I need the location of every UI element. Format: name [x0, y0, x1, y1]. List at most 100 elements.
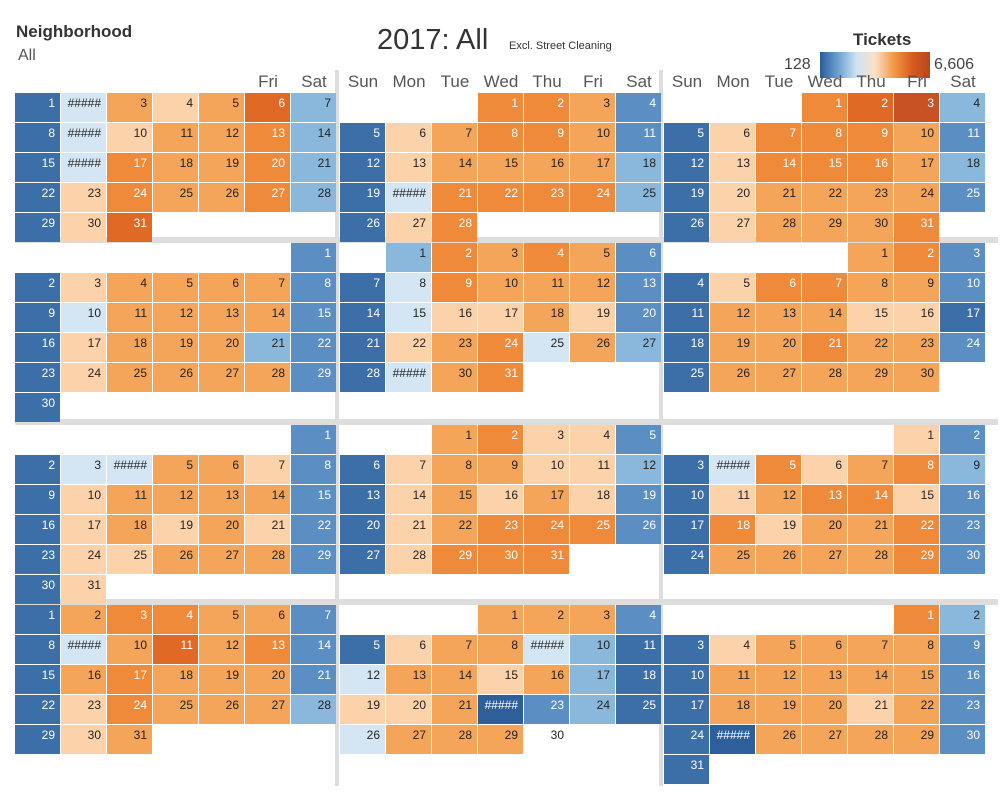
day-cell[interactable]: 11	[107, 303, 152, 332]
day-cell[interactable]: 11	[153, 123, 198, 152]
day-cell[interactable]: 13	[340, 485, 385, 514]
day-cell[interactable]: 23	[894, 333, 939, 362]
day-cell[interactable]: 20	[802, 695, 847, 724]
day-cell[interactable]: #####	[710, 725, 755, 754]
day-cell[interactable]: 29	[894, 545, 939, 574]
day-cell[interactable]: 14	[340, 303, 385, 332]
day-cell[interactable]: 6	[245, 93, 290, 122]
day-cell[interactable]: 10	[664, 485, 709, 514]
day-cell[interactable]: 19	[664, 183, 709, 212]
day-cell[interactable]: 20	[710, 183, 755, 212]
day-cell[interactable]: 12	[616, 455, 661, 484]
day-cell[interactable]: 12	[340, 153, 385, 182]
day-cell[interactable]: 8	[848, 273, 893, 302]
day-cell[interactable]: 7	[340, 273, 385, 302]
day-cell[interactable]: 7	[245, 455, 290, 484]
day-cell[interactable]: 30	[61, 725, 106, 754]
day-cell[interactable]: 6	[710, 123, 755, 152]
day-cell[interactable]: 27	[802, 545, 847, 574]
day-cell[interactable]: 22	[291, 333, 336, 362]
day-cell[interactable]: 14	[386, 485, 431, 514]
day-cell[interactable]: 28	[386, 545, 431, 574]
day-cell[interactable]: 24	[61, 363, 106, 392]
day-cell[interactable]: 22	[291, 515, 336, 544]
day-cell[interactable]: 14	[802, 303, 847, 332]
day-cell[interactable]: 26	[570, 333, 615, 362]
day-cell[interactable]: 29	[478, 725, 523, 754]
day-cell[interactable]: 11	[616, 635, 661, 664]
day-cell[interactable]: 14	[291, 635, 336, 664]
day-cell[interactable]: 13	[756, 303, 801, 332]
day-cell[interactable]: 2	[478, 425, 523, 454]
day-cell[interactable]: 10	[664, 665, 709, 694]
day-cell[interactable]: 19	[340, 183, 385, 212]
day-cell[interactable]: 2	[524, 93, 569, 122]
day-cell[interactable]: 28	[756, 213, 801, 242]
day-cell[interactable]: 7	[848, 635, 893, 664]
day-cell[interactable]: 14	[756, 153, 801, 182]
day-cell[interactable]: 24	[664, 545, 709, 574]
day-cell[interactable]: 16	[940, 485, 985, 514]
day-cell[interactable]: 20	[199, 333, 244, 362]
day-cell[interactable]: 23	[61, 695, 106, 724]
day-cell[interactable]: 25	[570, 515, 615, 544]
day-cell[interactable]: 6	[199, 273, 244, 302]
day-cell[interactable]: 16	[432, 303, 477, 332]
day-cell[interactable]: 20	[199, 515, 244, 544]
day-cell[interactable]: 22	[386, 333, 431, 362]
day-cell[interactable]: 1	[848, 243, 893, 272]
day-cell[interactable]: 25	[616, 183, 661, 212]
day-cell[interactable]: 5	[710, 273, 755, 302]
day-cell[interactable]: 26	[199, 695, 244, 724]
day-cell[interactable]: 28	[291, 695, 336, 724]
day-cell[interactable]: 22	[848, 333, 893, 362]
day-cell[interactable]: 31	[61, 575, 106, 604]
day-cell[interactable]: 14	[432, 665, 477, 694]
day-cell[interactable]: 30	[61, 213, 106, 242]
day-cell[interactable]: 25	[524, 333, 569, 362]
day-cell[interactable]: 3	[61, 455, 106, 484]
day-cell[interactable]: 27	[245, 183, 290, 212]
day-cell[interactable]: 20	[245, 665, 290, 694]
day-cell[interactable]: 2	[524, 605, 569, 634]
day-cell[interactable]: 4	[940, 93, 985, 122]
day-cell[interactable]: 18	[710, 695, 755, 724]
day-cell[interactable]: 1	[386, 243, 431, 272]
day-cell[interactable]: 15	[386, 303, 431, 332]
day-cell[interactable]: #####	[386, 183, 431, 212]
day-cell[interactable]: 1	[15, 605, 60, 634]
day-cell[interactable]: 24	[524, 515, 569, 544]
day-cell[interactable]: 19	[153, 333, 198, 362]
day-cell[interactable]: 11	[524, 273, 569, 302]
day-cell[interactable]: 2	[848, 93, 893, 122]
day-cell[interactable]: 9	[432, 273, 477, 302]
day-cell[interactable]: 24	[570, 183, 615, 212]
day-cell[interactable]: 21	[291, 153, 336, 182]
day-cell[interactable]: 2	[940, 605, 985, 634]
day-cell[interactable]: 9	[15, 485, 60, 514]
day-cell[interactable]: 31	[894, 213, 939, 242]
day-cell[interactable]: 22	[15, 695, 60, 724]
day-cell[interactable]: 27	[802, 725, 847, 754]
day-cell[interactable]: 20	[386, 695, 431, 724]
day-cell[interactable]: 25	[710, 545, 755, 574]
day-cell[interactable]: 17	[107, 153, 152, 182]
day-cell[interactable]: 27	[386, 213, 431, 242]
day-cell[interactable]: 14	[245, 485, 290, 514]
day-cell[interactable]: 20	[756, 333, 801, 362]
day-cell[interactable]: 7	[432, 123, 477, 152]
day-cell[interactable]: 30	[478, 545, 523, 574]
day-cell[interactable]: 22	[15, 183, 60, 212]
day-cell[interactable]: 29	[848, 363, 893, 392]
day-cell[interactable]: 6	[386, 123, 431, 152]
day-cell[interactable]: 24	[894, 183, 939, 212]
day-cell[interactable]: 25	[616, 695, 661, 724]
day-cell[interactable]: 4	[570, 425, 615, 454]
day-cell[interactable]: 8	[432, 455, 477, 484]
day-cell[interactable]: 23	[15, 363, 60, 392]
day-cell[interactable]: 29	[15, 725, 60, 754]
day-cell[interactable]: 18	[153, 153, 198, 182]
day-cell[interactable]: 21	[432, 183, 477, 212]
day-cell[interactable]: 11	[153, 635, 198, 664]
day-cell[interactable]: 3	[894, 93, 939, 122]
